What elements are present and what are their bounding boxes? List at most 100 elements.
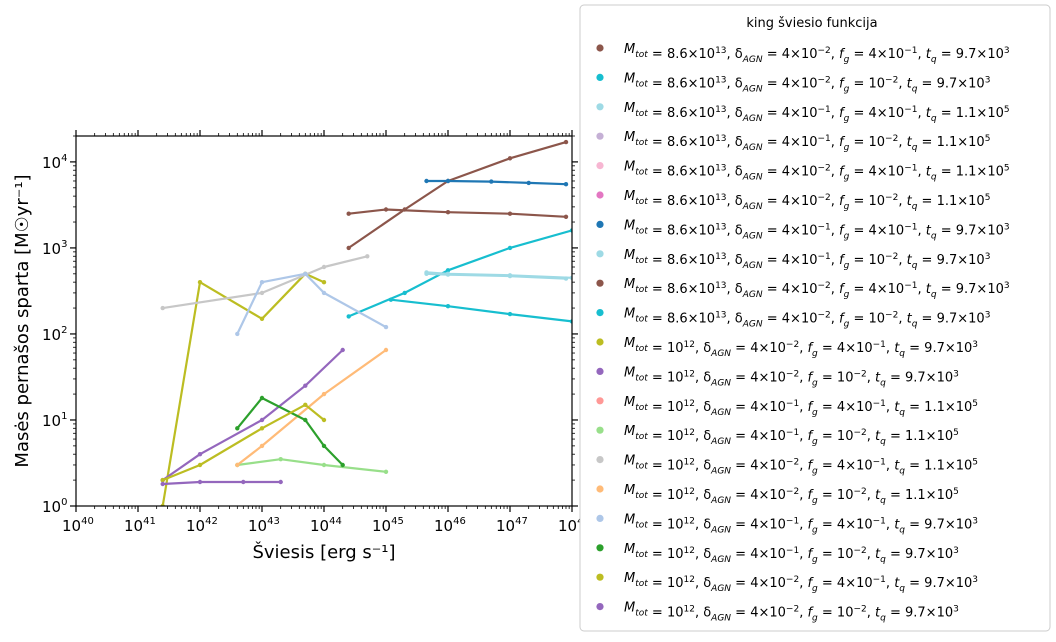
legend-label: Mtot = 1012, δAGN = 4×10−1, fg = 10−2, t… <box>624 542 959 565</box>
legend-item: Mtot = 1012, δAGN = 4×10−2, fg = 4×10−1,… <box>596 454 978 477</box>
y-axis-label: Masės pernašos sparta [M☉yr⁻¹] <box>12 174 33 467</box>
series-line <box>236 349 387 466</box>
legend-item: Mtot = 8.6×1013, δAGN = 4×10−2, fg = 10−… <box>596 307 990 330</box>
data-point <box>160 481 165 487</box>
legend-marker <box>596 573 604 581</box>
y-tick-label: 100 <box>42 497 67 516</box>
legend-item: Mtot = 8.6×1013, δAGN = 4×10−1, fg = 10−… <box>596 248 990 271</box>
series-line <box>236 272 387 335</box>
series-line <box>162 255 368 310</box>
data-point <box>303 383 308 388</box>
series-line <box>237 458 387 473</box>
x-tick-label: 1047 <box>496 516 528 535</box>
x-tick-label: 1041 <box>124 516 156 535</box>
legend-marker <box>596 191 604 199</box>
data-point <box>346 314 351 319</box>
data-point <box>321 443 327 449</box>
legend-item: Mtot = 1012, δAGN = 4×10−2, fg = 4×10−1,… <box>596 336 978 359</box>
legend-item: Mtot = 1012, δAGN = 4×10−1, fg = 10−2, t… <box>596 542 959 565</box>
legend-label: Mtot = 8.6×1013, δAGN = 4×10−1, fg = 4×1… <box>624 101 1010 124</box>
legend-label: Mtot = 1012, δAGN = 4×10−2, fg = 10−2, t… <box>624 483 959 506</box>
legend-label: Mtot = 8.6×1013, δAGN = 4×10−2, fg = 4×1… <box>624 160 1010 183</box>
legend-marker <box>596 514 604 523</box>
data-point <box>383 324 389 330</box>
data-point <box>303 271 308 276</box>
series-layer <box>160 139 572 506</box>
legend-item: Mtot = 8.6×1013, δAGN = 4×10−2, fg = 4×1… <box>596 160 1010 183</box>
data-point <box>197 280 203 285</box>
data-point <box>197 462 203 468</box>
legend-marker <box>596 103 604 111</box>
series-line <box>348 141 567 249</box>
legend-item: Mtot = 1012, δAGN = 4×10−2, fg = 10−2, t… <box>596 601 959 624</box>
legend-marker <box>596 162 604 170</box>
legend-item: Mtot = 8.6×1013, δAGN = 4×10−2, fg = 10−… <box>596 71 990 94</box>
x-tick-label: 1045 <box>372 516 404 535</box>
series-20 <box>160 479 283 487</box>
data-point <box>526 180 531 186</box>
data-point <box>388 297 394 302</box>
legend-item: Mtot = 1012, δAGN = 4×10−1, fg = 10−2, t… <box>596 424 959 447</box>
data-point <box>563 139 569 145</box>
legend-marker <box>596 132 604 140</box>
data-point <box>383 469 389 474</box>
data-point <box>365 254 370 259</box>
legend-label: Mtot = 1012, δAGN = 4×10−1, fg = 4×10−1,… <box>624 395 978 418</box>
legend-label: Mtot = 8.6×1013, δAGN = 4×10−1, fg = 10−… <box>624 248 990 271</box>
data-point <box>160 305 165 311</box>
legend-marker <box>596 603 604 611</box>
legend-marker <box>596 73 604 81</box>
data-point <box>402 290 407 296</box>
legend-item: Mtot = 8.6×1013, δAGN = 4×10−2, fg = 4×1… <box>596 277 1010 300</box>
series-8 <box>424 271 569 281</box>
data-point <box>321 290 327 296</box>
legend-box <box>579 4 1051 632</box>
legend-label: Mtot = 8.6×1013, δAGN = 4×10−1, fg = 4×1… <box>624 218 1010 241</box>
data-point <box>383 347 389 353</box>
data-point <box>445 210 451 215</box>
legend-label: Mtot = 8.6×1013, δAGN = 4×10−1, fg = 10−… <box>624 130 990 153</box>
x-tick-label: 1044 <box>310 516 342 535</box>
series-line <box>236 396 344 466</box>
legend-item: Mtot = 8.6×1013, δAGN = 4×10−1, fg = 10−… <box>596 130 990 153</box>
data-point <box>259 417 265 423</box>
data-point <box>445 268 451 273</box>
data-point <box>445 272 451 277</box>
data-point <box>278 479 283 485</box>
legend-title: king šviesio funkcija <box>746 16 877 31</box>
series-line <box>162 480 281 486</box>
legend-marker <box>596 250 604 258</box>
x-tick-label: 1046 <box>434 516 466 535</box>
data-point <box>563 276 569 281</box>
legend-item: Mtot = 1012, δAGN = 4×10−2, fg = 10−2, t… <box>596 483 959 506</box>
legend-marker <box>596 367 604 375</box>
x-tick-label: 1042 <box>186 516 218 535</box>
data-point <box>507 156 513 161</box>
axes: 1040104110421043104410451046104710481001… <box>12 130 590 563</box>
series-17 <box>235 271 389 337</box>
legend-marker <box>596 397 604 405</box>
x-axis-label: Šviesis [erg s⁻¹] <box>252 541 395 563</box>
data-point <box>321 264 327 270</box>
data-point <box>489 179 494 184</box>
data-point <box>241 479 246 485</box>
series-18 <box>235 395 345 468</box>
data-point <box>321 417 327 423</box>
legend-label: Mtot = 1012, δAGN = 4×10−2, fg = 4×10−1,… <box>624 336 978 359</box>
series-16 <box>235 347 389 468</box>
data-point <box>197 479 203 485</box>
series-14 <box>235 457 389 474</box>
legend-label: Mtot = 1012, δAGN = 4×10−1, fg = 4×10−1,… <box>624 512 978 535</box>
legend-marker <box>596 279 604 287</box>
series-7 <box>424 178 569 187</box>
data-point <box>235 331 240 337</box>
x-tick-label: 1040 <box>62 516 94 535</box>
series-15 <box>160 254 370 311</box>
legend-marker <box>596 309 604 317</box>
data-point <box>197 452 203 457</box>
legend-label: Mtot = 8.6×1013, δAGN = 4×10−2, fg = 10−… <box>624 307 990 330</box>
data-point <box>445 178 451 184</box>
series-1 <box>346 139 569 251</box>
legend: king šviesio funkcija Mtot = 8.6×1013, δA… <box>579 4 1051 632</box>
series-19 <box>160 402 327 483</box>
